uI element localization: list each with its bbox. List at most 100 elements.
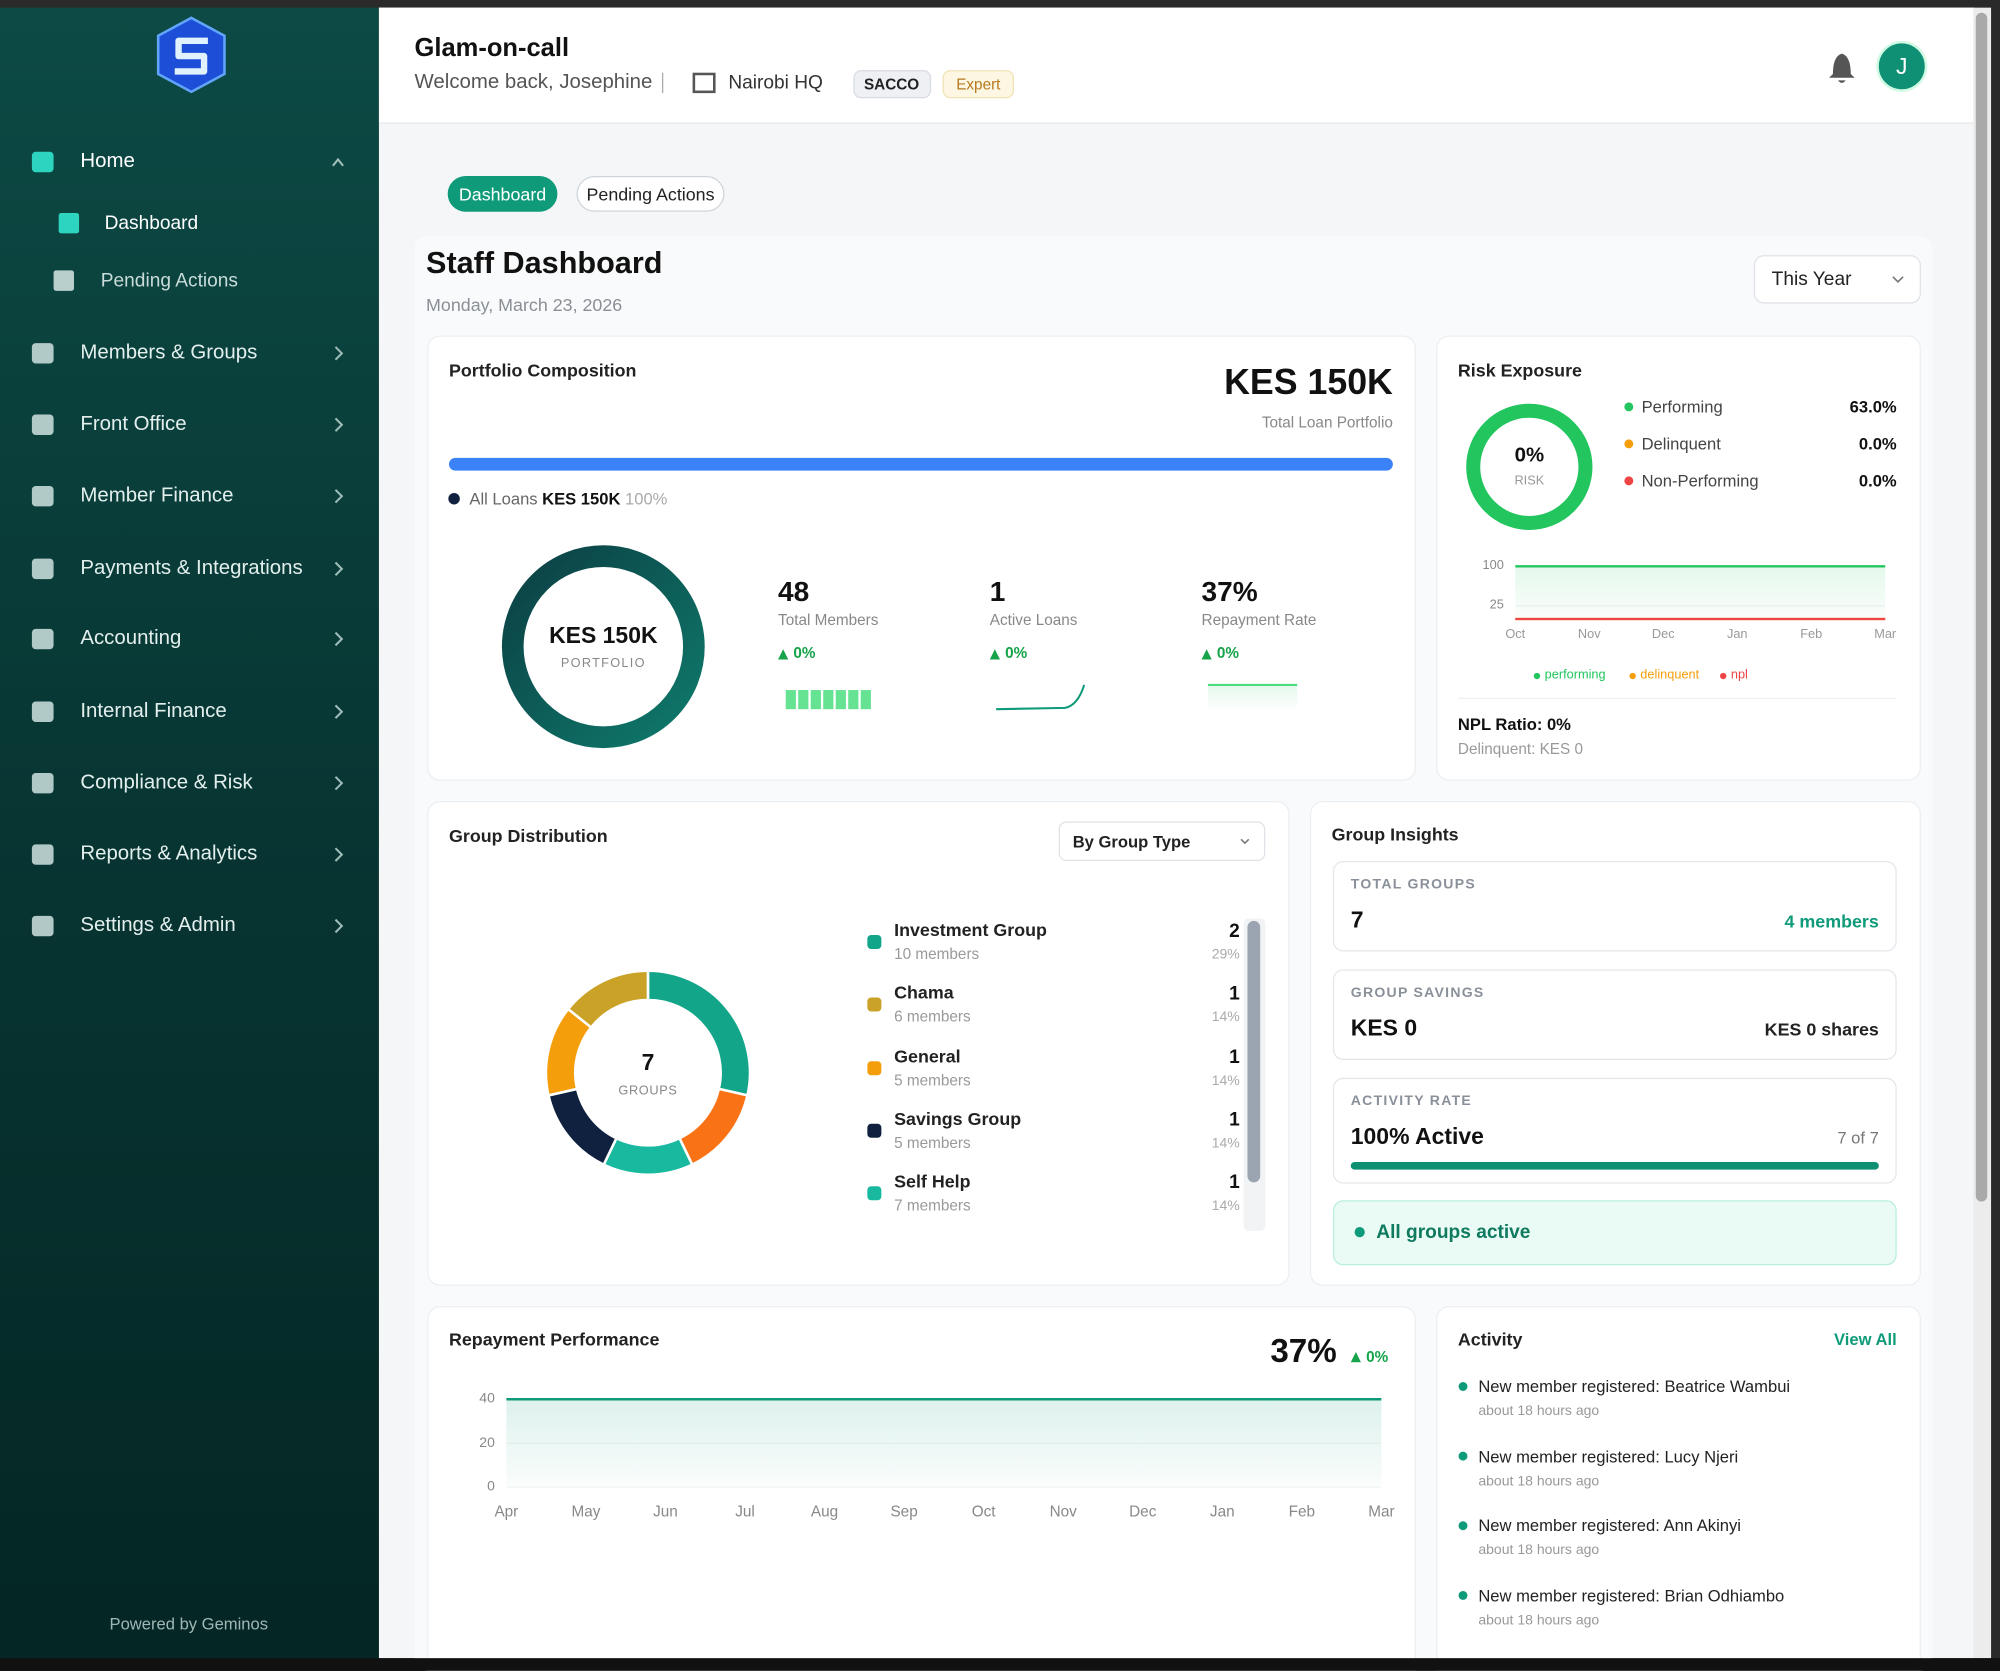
sparkline (996, 684, 1086, 711)
change-arrow (778, 649, 789, 660)
area (506, 1399, 1382, 1488)
change-arrow (1201, 649, 1212, 660)
nav-sub-item[interactable]: Pending Actions (100, 269, 238, 292)
nav-item[interactable]: Settings & Admin (80, 914, 236, 937)
x-tick-label: Feb (1800, 627, 1823, 642)
stat-value: 37% (1201, 575, 1258, 608)
sparkline-bar (785, 690, 796, 710)
legend-dot (1624, 439, 1634, 449)
group-share: 14% (1211, 1198, 1240, 1214)
nav-item[interactable]: Front Office (80, 413, 187, 435)
nav-sub-item[interactable]: Dashboard (104, 212, 199, 235)
activity-dot (1458, 1521, 1468, 1531)
nav-icon (31, 844, 54, 865)
legend-value: 63.0% (1849, 397, 1897, 417)
donut-label: GROUPS (618, 1084, 678, 1099)
nav-chevron (334, 918, 344, 934)
tab-active[interactable] (447, 176, 558, 212)
tab-label[interactable]: Pending Actions (586, 183, 715, 205)
insight-box (1332, 860, 1897, 952)
card-title: Risk Exposure (1457, 359, 1582, 381)
badge (853, 70, 932, 99)
group-count: 1 (1229, 983, 1240, 1005)
badge-label: Expert (956, 75, 1001, 94)
page-date: Monday, March 23, 2026 (426, 294, 623, 316)
legend-dot (1624, 476, 1634, 486)
stat-value: 1 (989, 575, 1006, 608)
group-count: 1 (1229, 1171, 1240, 1194)
welcome-text: Welcome back, Josephine (414, 71, 653, 94)
x-tick-label: Nov (1049, 1502, 1077, 1521)
x-tick-label: Mar (1368, 1502, 1395, 1521)
x-tick-label: Dec (1651, 627, 1675, 642)
repayment-value: 37% (1270, 1331, 1337, 1370)
tab-label[interactable]: Dashboard (458, 183, 547, 205)
nav-item[interactable]: Members & Groups (80, 341, 258, 364)
activity-text: New member registered: Beatrice Wambui (1478, 1376, 1791, 1397)
tab[interactable] (576, 176, 725, 212)
group-name: Chama (894, 982, 954, 1003)
avatar[interactable] (1876, 40, 1928, 92)
group-count: 2 (1229, 920, 1240, 942)
select-chevron (1240, 838, 1250, 845)
group-share: 14% (1211, 1072, 1240, 1089)
group-share: 14% (1211, 1009, 1240, 1026)
nav-icon (31, 701, 54, 722)
nav-item[interactable]: Home (80, 150, 135, 173)
nav-chevron (332, 157, 344, 167)
stat-change: 0% (793, 644, 816, 662)
group-members: 10 members (894, 945, 980, 964)
nav-sub-icon (53, 270, 74, 291)
group-share: 29% (1211, 947, 1240, 963)
x-tick-label: Jan (1209, 1502, 1235, 1521)
y-tick-label: 20 (479, 1434, 495, 1451)
period-select-label[interactable]: This Year (1771, 268, 1852, 291)
select-chevron (1892, 276, 1904, 284)
nav-icon (31, 772, 54, 794)
activity-text: New member registered: Lucy Njeri (1478, 1446, 1739, 1466)
nav-sub-icon (58, 213, 80, 234)
nav-item[interactable]: Compliance & Risk (80, 771, 253, 794)
group-select-label[interactable]: By Group Type (1072, 832, 1191, 852)
nav-icon (31, 628, 54, 650)
legend-value: 0.0% (1858, 471, 1897, 491)
activity-dot (1458, 1382, 1468, 1391)
change-arrow (989, 649, 1000, 660)
nav-item[interactable]: Reports & Analytics (80, 843, 258, 865)
insight-value: KES 0 (1350, 1015, 1418, 1041)
insight-value: 100% Active (1350, 1123, 1484, 1150)
sparkline-bar (810, 690, 821, 710)
badge (942, 70, 1015, 99)
view-all-link[interactable]: View All (1834, 1329, 1897, 1349)
nav-item[interactable]: Member Finance (80, 484, 234, 507)
nav-icon (31, 151, 54, 173)
donut-label: PORTFOLIO (560, 656, 646, 671)
insight-note: 7 of 7 (1837, 1128, 1879, 1148)
nav-item[interactable]: Payments & Integrations (80, 557, 303, 580)
legend-swatch (867, 997, 882, 1012)
notification-bell[interactable] (1829, 53, 1855, 83)
legend-name: delinquent (1640, 668, 1700, 683)
nav-item[interactable]: Accounting (80, 627, 182, 650)
x-tick-label: Feb (1288, 1502, 1316, 1521)
sparkline-bar (835, 690, 846, 710)
stat-value: 48 (778, 575, 810, 608)
period-select[interactable] (1753, 255, 1921, 304)
group-members: 5 members (894, 1070, 971, 1089)
group-select[interactable] (1058, 821, 1266, 861)
legend-dot (1720, 672, 1727, 680)
card-title: Activity (1457, 1329, 1523, 1350)
nav-chevron (334, 346, 344, 361)
avatar-initial[interactable]: J (1896, 53, 1908, 80)
y-tick-label: 40 (479, 1390, 495, 1407)
activity-time: about 18 hours ago (1478, 1542, 1600, 1559)
donut-segment (566, 969, 650, 1030)
y-tick-label: 0 (487, 1478, 495, 1495)
group-members: 6 members (894, 1008, 971, 1026)
nav-item[interactable]: Internal Finance (80, 700, 227, 722)
legend-swatch (867, 1123, 882, 1138)
group-name: Investment Group (894, 919, 1047, 941)
